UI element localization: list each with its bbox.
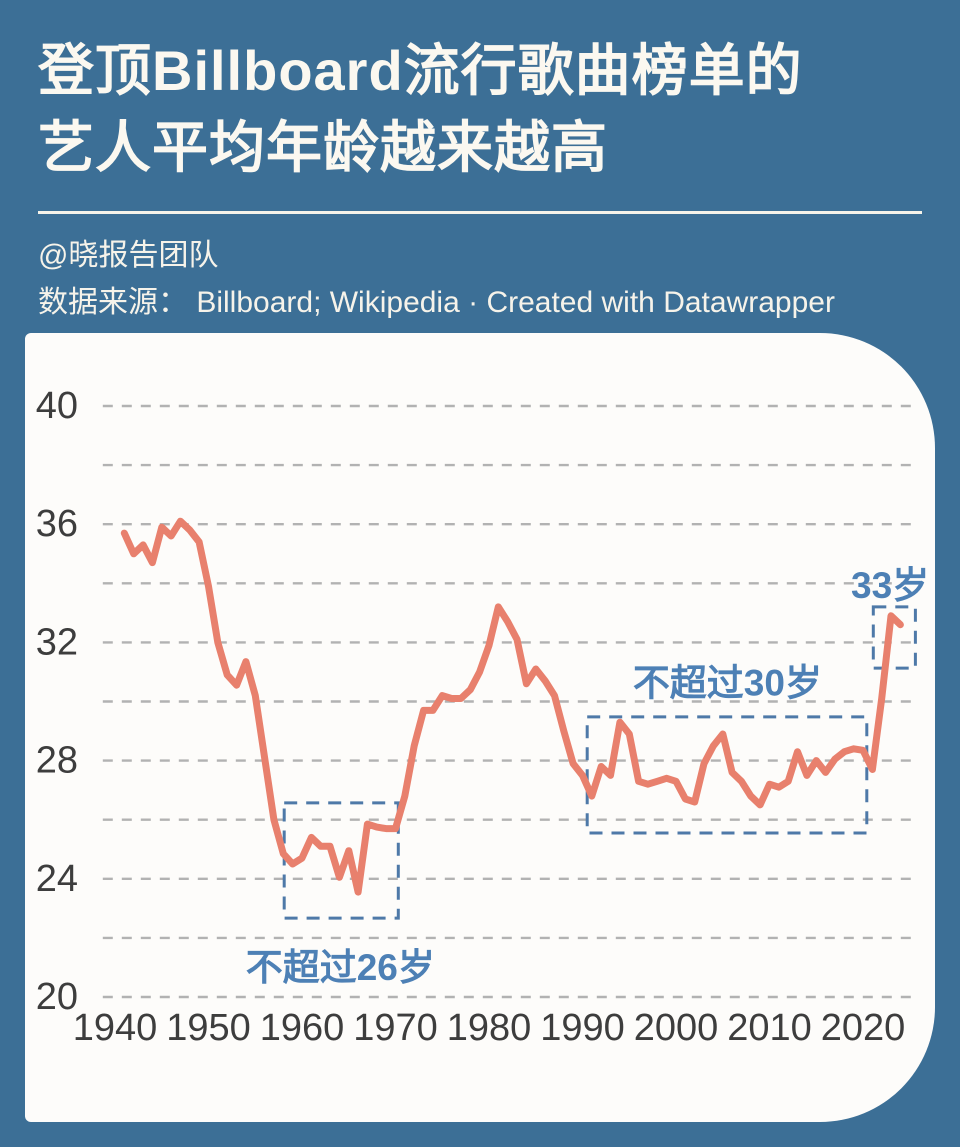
page-title: 登顶Billboard流行歌曲榜单的 艺人平均年龄越来越高	[38, 32, 922, 187]
title-line-1: 登顶Billboard流行歌曲榜单的	[38, 39, 803, 102]
byline: @晓报告团队	[38, 239, 219, 272]
chart-card	[25, 333, 935, 1122]
data-source-caption: 数据来源： Billboard; Wikipedia · Created wit…	[38, 286, 835, 319]
header-divider	[38, 211, 922, 214]
title-line-2: 艺人平均年龄越来越高	[38, 116, 608, 180]
header: 登顶Billboard流行歌曲榜单的 艺人平均年龄越来越高	[38, 32, 922, 187]
